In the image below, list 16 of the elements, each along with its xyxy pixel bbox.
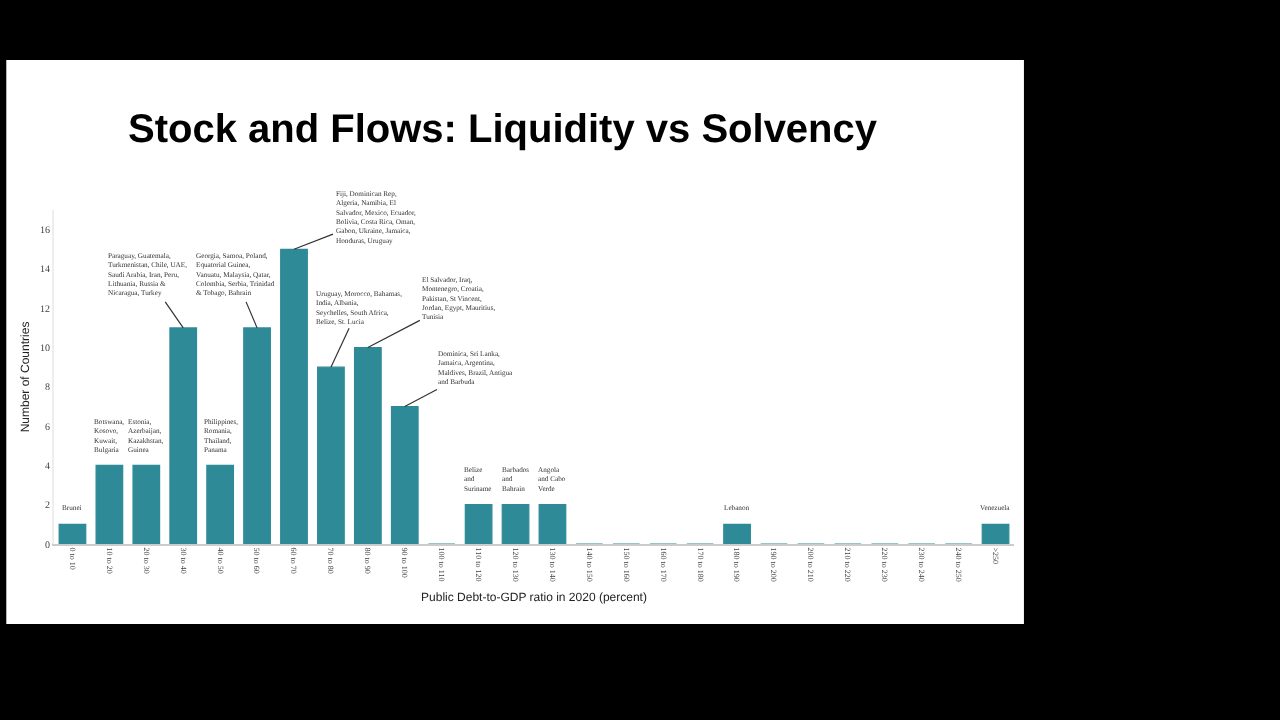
bar [464,504,493,544]
chart-title: Stock and Flows: Liquidity vs Solvency [128,108,879,152]
bar [390,405,419,544]
bar [981,523,1010,544]
bar [206,464,235,544]
bar [317,366,345,544]
bar [723,523,751,544]
bar [169,327,198,544]
bar [501,504,530,544]
bar [132,464,161,544]
bar [243,327,271,544]
bar [95,464,124,544]
bar [280,248,308,544]
bar [538,504,567,544]
bar [58,523,87,544]
bar [353,346,382,544]
